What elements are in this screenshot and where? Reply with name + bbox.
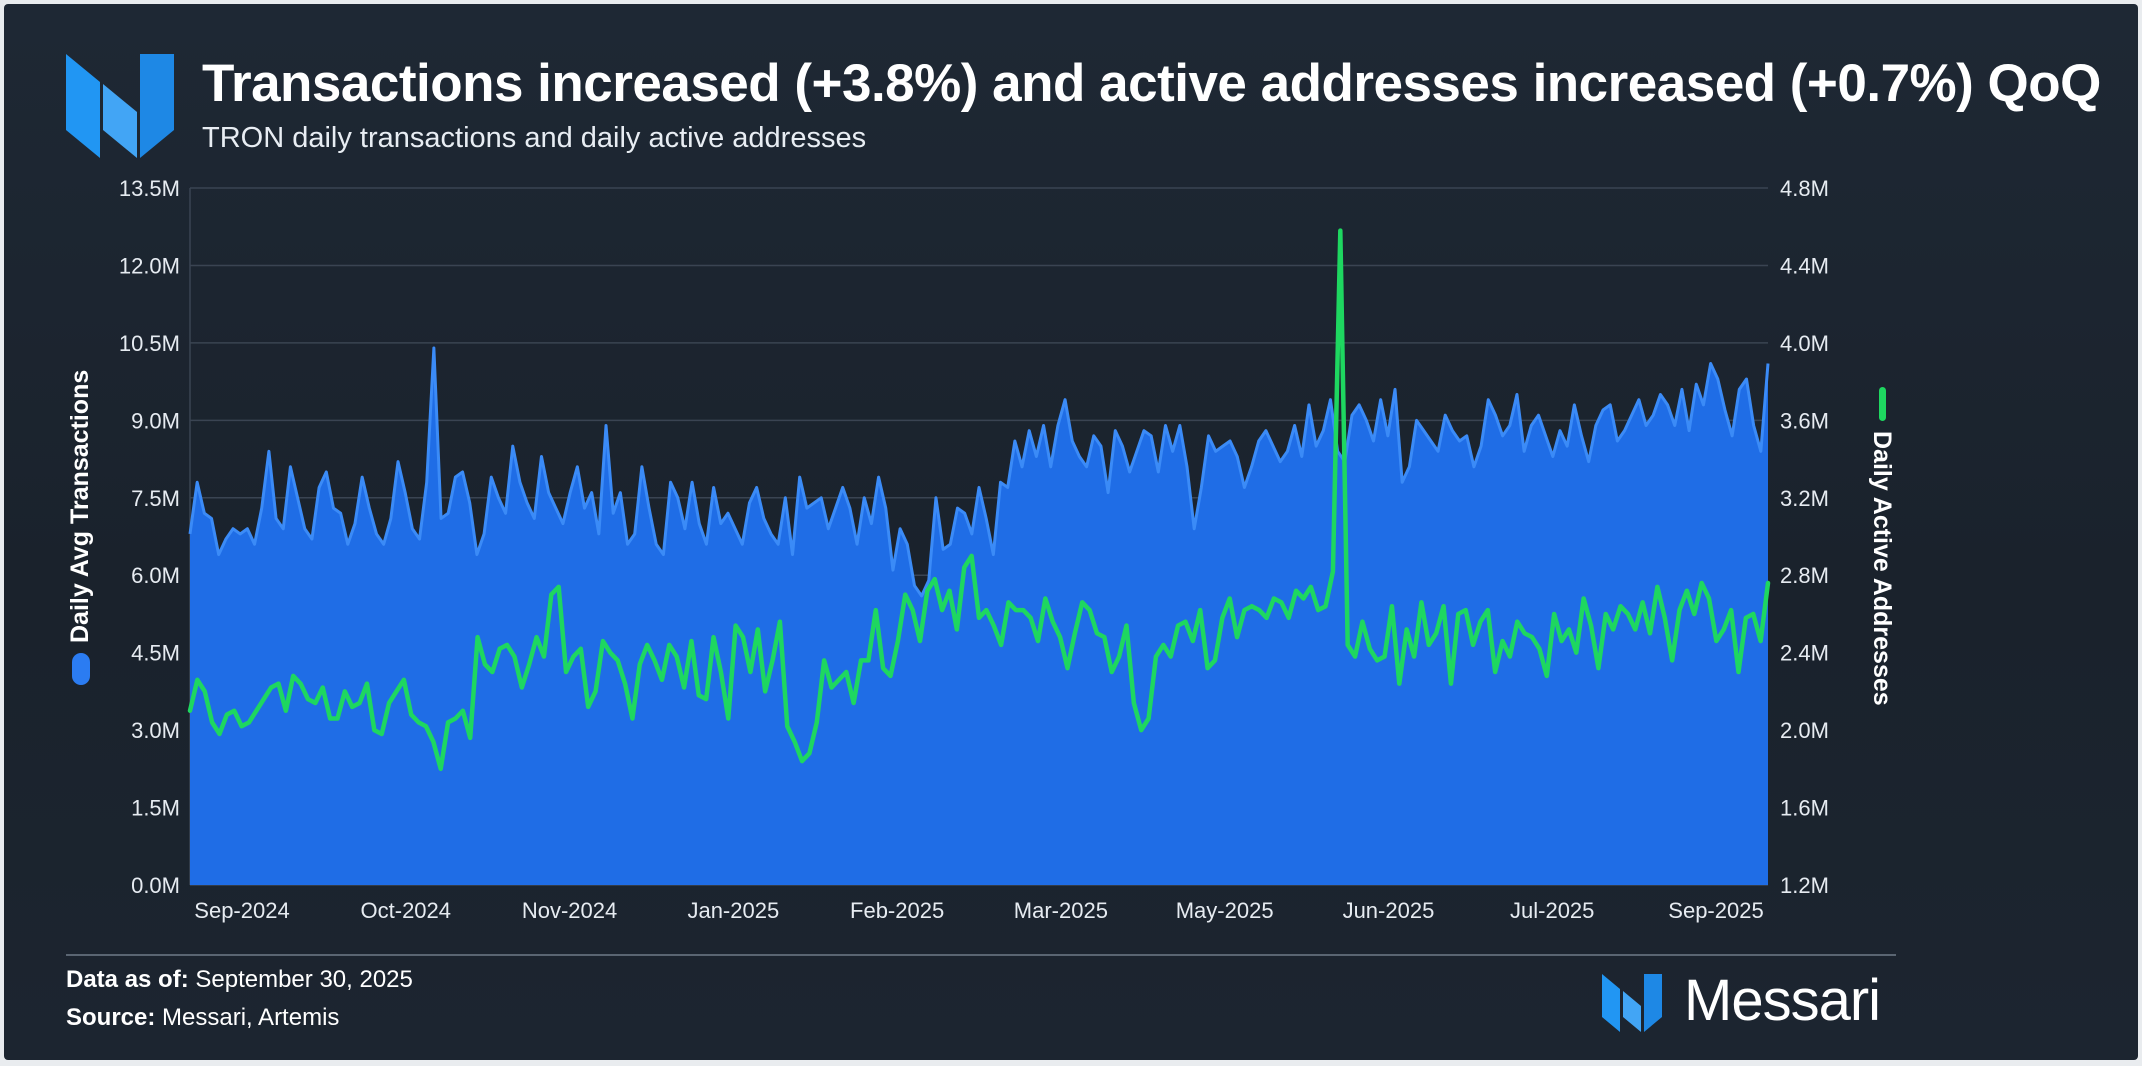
x-tick-label: Jun-2025 — [1343, 898, 1435, 923]
y-right-tick-label: 4.0M — [1780, 331, 1829, 356]
addresses-legend-marker — [1879, 387, 1886, 421]
footer-divider — [66, 954, 1896, 956]
source-label: Source: — [66, 1004, 156, 1031]
addresses-line-layer — [187, 228, 1771, 772]
chart-card: Transactions increased (+3.8%) and activ… — [4, 4, 2138, 1060]
y-left-tick-label: 10.5M — [119, 331, 180, 356]
y-left-tick-label: 13.5M — [119, 176, 180, 201]
data-as-of-value: September 30, 2025 — [195, 966, 413, 993]
x-tick-label: Feb-2025 — [850, 898, 944, 923]
data-as-of-label: Data as of: — [66, 966, 189, 993]
active-addresses-series-line — [187, 228, 1771, 772]
y-right-tick-label: 3.6M — [1780, 408, 1829, 433]
y-left-tick-label: 3.0M — [131, 718, 180, 743]
x-tick-label: Nov-2024 — [522, 898, 617, 923]
messari-logo-icon — [66, 54, 174, 158]
x-tick-label: Sep-2024 — [194, 898, 289, 923]
y-left-axis-title-group: Daily Avg Transactions — [66, 370, 94, 685]
y-right-tick-label: 1.6M — [1780, 796, 1829, 821]
chart-plot: 0.0M 1.2M 1.5M 1.6M 3.0M 2.0M 4.5M 2.4M 6.0M 2.8M… — [66, 176, 1896, 923]
axis-titles: Daily Avg Transactions Daily Active Addre… — [66, 370, 1896, 706]
y-left-tick-label: 12.0M — [119, 253, 180, 278]
y-right-tick-label: 2.4M — [1780, 641, 1829, 666]
transactions-legend-marker — [72, 653, 90, 685]
source-value: Messari, Artemis — [162, 1004, 340, 1031]
y-right-axis-title-group: Daily Active Addresses — [1868, 387, 1896, 706]
source-line: Source: Messari, Artemis — [66, 1004, 339, 1032]
messari-wordmark: Messari — [1684, 968, 1881, 1033]
y-left-tick-label: 1.5M — [131, 796, 180, 821]
y-right-tick-label: 1.2M — [1780, 873, 1829, 898]
y-right-tick-label: 2.8M — [1780, 563, 1829, 588]
y-right-tick-label: 4.8M — [1780, 176, 1829, 201]
y-right-tick-label: 2.0M — [1780, 718, 1829, 743]
transactions-series-line — [188, 346, 1770, 598]
y-right-tick-label: 3.2M — [1780, 486, 1829, 511]
y-left-tick-label: 0.0M — [131, 873, 180, 898]
messari-brand-icon — [1602, 974, 1662, 1032]
y-left-tick-label: 6.0M — [131, 563, 180, 588]
data-as-of: Data as of: September 30, 2025 — [66, 966, 413, 994]
chart-subtitle: TRON daily transactions and daily active… — [202, 122, 867, 154]
y-right-axis-title: Daily Active Addresses — [1868, 431, 1896, 706]
messari-brand: Messari — [1602, 968, 1902, 1036]
y-right-tick-label: 4.4M — [1780, 253, 1829, 278]
x-tick-label: May-2025 — [1176, 898, 1274, 923]
x-tick-label: Jan-2025 — [687, 898, 779, 923]
axis-ticks: 0.0M 1.2M 1.5M 1.6M 3.0M 2.0M 4.5M 2.4M 6.0M 2.8M… — [119, 176, 1829, 923]
y-left-tick-label: 7.5M — [131, 486, 180, 511]
chart-title: Transactions increased (+3.8%) and activ… — [202, 54, 2101, 113]
x-tick-label: Mar-2025 — [1014, 898, 1108, 923]
y-left-tick-label: 4.5M — [131, 641, 180, 666]
x-tick-label: Jul-2025 — [1510, 898, 1594, 923]
x-tick-label: Sep-2025 — [1668, 898, 1763, 923]
y-left-axis-title: Daily Avg Transactions — [66, 370, 94, 643]
x-tick-label: Oct-2024 — [361, 898, 452, 923]
y-left-tick-label: 9.0M — [131, 408, 180, 433]
